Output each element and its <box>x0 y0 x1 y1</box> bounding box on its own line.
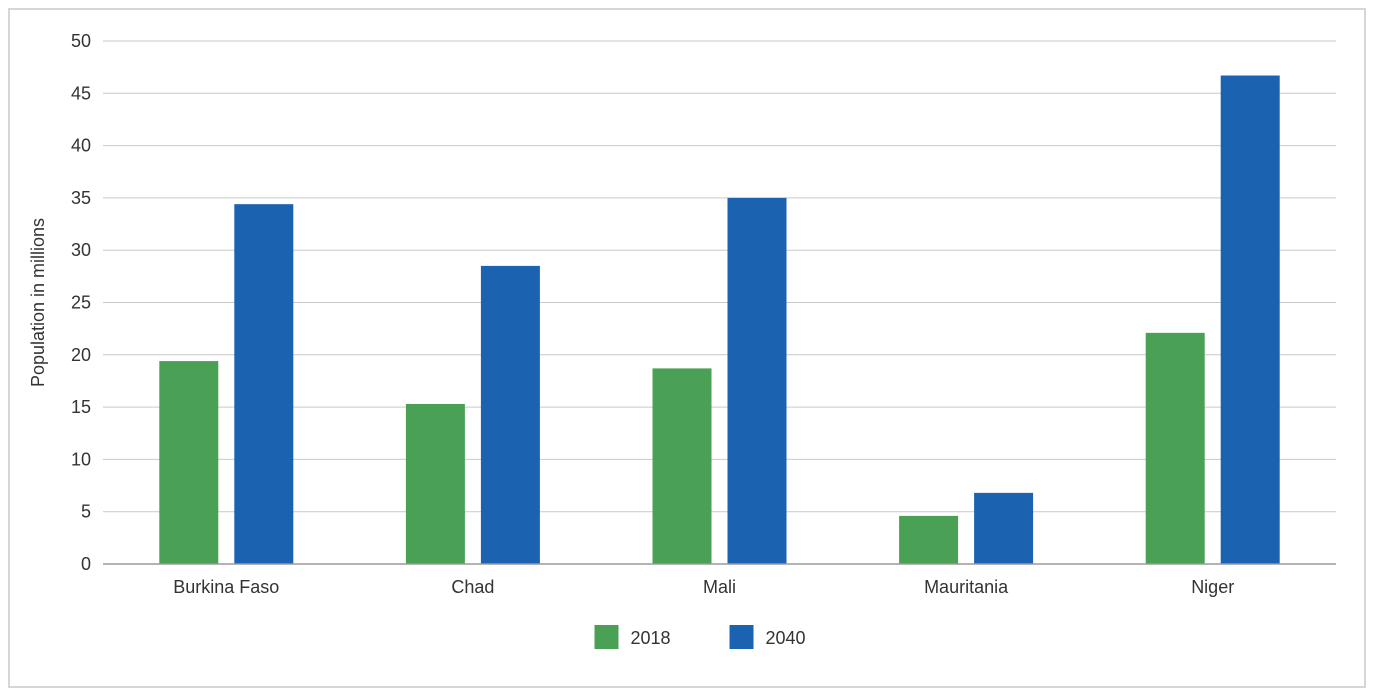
y-tick-label: 10 <box>71 449 91 469</box>
y-tick-label: 35 <box>71 188 91 208</box>
bar-chart: 0 5 10 15 20 25 30 35 40 45 50 Population in milli… <box>28 31 1336 649</box>
y-axis-ticks: 0 5 10 15 20 25 30 35 40 45 50 <box>71 31 91 574</box>
legend-label-2040: 2040 <box>766 628 806 648</box>
y-axis-title: Population in millions <box>28 218 48 387</box>
x-tick-label: Mali <box>703 577 736 597</box>
x-tick-label: Chad <box>451 577 494 597</box>
bar-mali-2040 <box>727 197 787 564</box>
bar-chad-2018 <box>405 403 465 564</box>
x-axis-ticks: Burkina Faso Chad Mali Mauritania Niger <box>173 577 1234 597</box>
x-tick-label: Niger <box>1191 577 1234 597</box>
legend-swatch-2040 <box>729 625 754 649</box>
bar-mauritania-2018 <box>899 515 959 564</box>
x-tick-label: Burkina Faso <box>173 577 279 597</box>
y-tick-label: 30 <box>71 240 91 260</box>
bar-mauritania-2040 <box>974 492 1034 564</box>
y-tick-label: 0 <box>81 554 91 574</box>
y-tick-label: 20 <box>71 345 91 365</box>
legend-swatch-2018 <box>594 625 619 649</box>
y-tick-label: 5 <box>81 502 91 522</box>
gridlines <box>103 40 1336 513</box>
bars <box>159 75 1280 564</box>
bar-burkina-faso-2018 <box>159 361 219 564</box>
bar-niger-2040 <box>1220 75 1280 564</box>
x-tick-label: Mauritania <box>924 577 1009 597</box>
bar-niger-2018 <box>1145 332 1205 564</box>
y-tick-label: 25 <box>71 293 91 313</box>
legend: 2018 2040 <box>594 625 806 649</box>
bar-mali-2018 <box>652 368 712 564</box>
y-tick-label: 45 <box>71 83 91 103</box>
bar-burkina-faso-2040 <box>234 204 294 564</box>
y-tick-label: 40 <box>71 136 91 156</box>
bar-chad-2040 <box>480 265 540 564</box>
y-tick-label: 15 <box>71 397 91 417</box>
y-tick-label: 50 <box>71 31 91 51</box>
legend-label-2018: 2018 <box>631 628 671 648</box>
